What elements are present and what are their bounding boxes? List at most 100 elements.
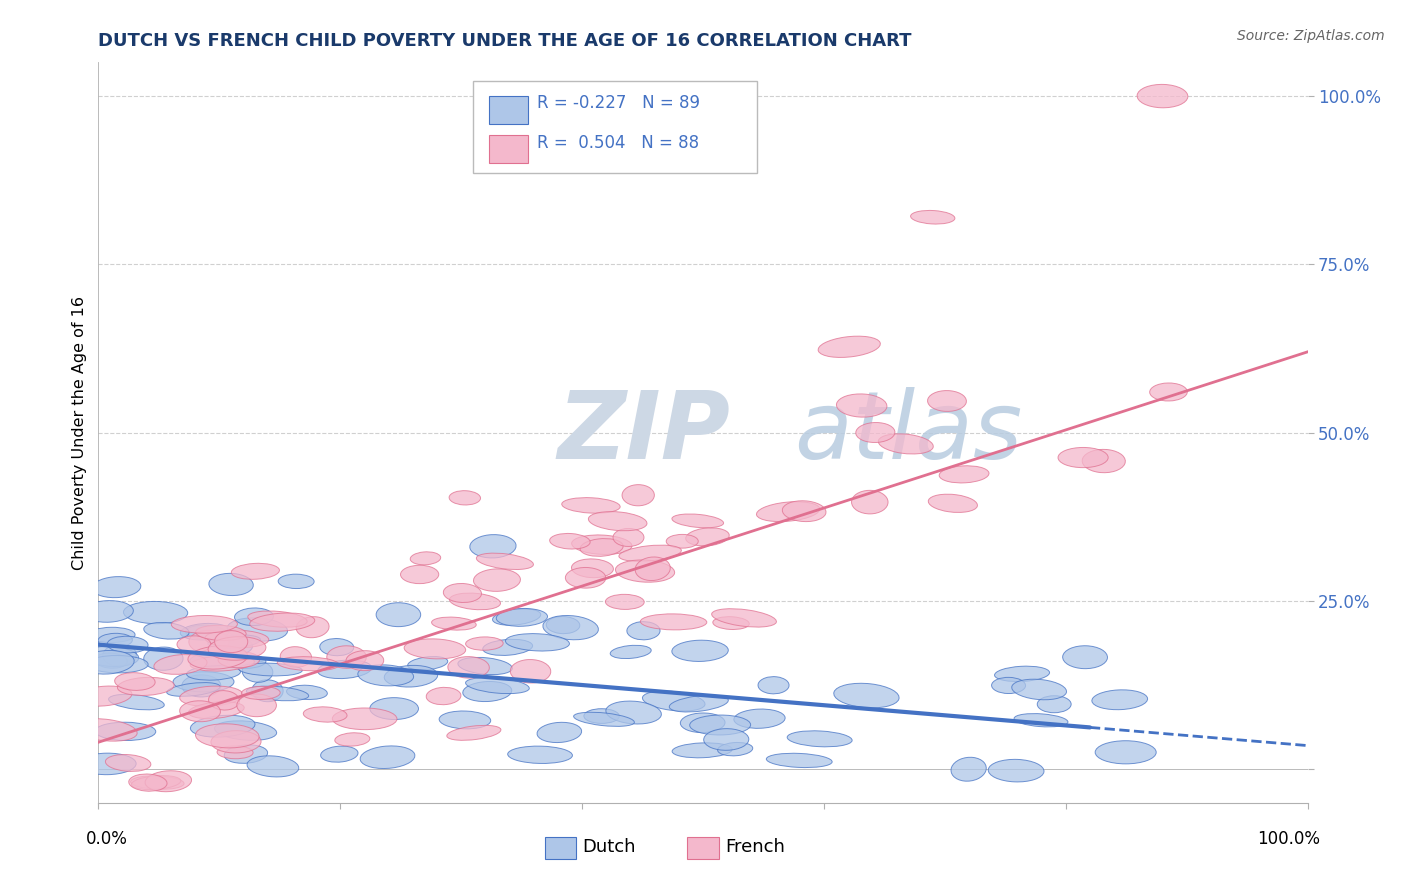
Ellipse shape bbox=[852, 491, 889, 514]
Ellipse shape bbox=[280, 647, 312, 667]
Ellipse shape bbox=[377, 603, 420, 627]
Ellipse shape bbox=[195, 723, 259, 747]
Ellipse shape bbox=[994, 666, 1049, 681]
Ellipse shape bbox=[477, 553, 533, 569]
Ellipse shape bbox=[439, 711, 491, 729]
Ellipse shape bbox=[640, 614, 707, 630]
Ellipse shape bbox=[246, 686, 309, 701]
Ellipse shape bbox=[115, 673, 155, 690]
Ellipse shape bbox=[235, 608, 273, 625]
Ellipse shape bbox=[1038, 696, 1071, 713]
Ellipse shape bbox=[672, 514, 724, 528]
Ellipse shape bbox=[172, 615, 238, 633]
Ellipse shape bbox=[690, 715, 751, 735]
Ellipse shape bbox=[188, 631, 229, 654]
FancyBboxPatch shape bbox=[544, 837, 576, 859]
Ellipse shape bbox=[318, 660, 371, 679]
Ellipse shape bbox=[297, 616, 329, 638]
Ellipse shape bbox=[547, 616, 579, 633]
Ellipse shape bbox=[278, 574, 314, 589]
Ellipse shape bbox=[581, 539, 623, 557]
Ellipse shape bbox=[449, 491, 481, 505]
Ellipse shape bbox=[619, 545, 682, 561]
Ellipse shape bbox=[565, 567, 606, 588]
Ellipse shape bbox=[426, 688, 461, 705]
Ellipse shape bbox=[188, 702, 245, 719]
Ellipse shape bbox=[180, 624, 231, 640]
Ellipse shape bbox=[94, 653, 128, 668]
Ellipse shape bbox=[496, 608, 547, 626]
Ellipse shape bbox=[1059, 448, 1108, 467]
Ellipse shape bbox=[208, 635, 260, 648]
Ellipse shape bbox=[758, 677, 789, 694]
Ellipse shape bbox=[89, 627, 135, 642]
Ellipse shape bbox=[242, 686, 280, 699]
Ellipse shape bbox=[217, 637, 253, 655]
Ellipse shape bbox=[93, 576, 141, 598]
Ellipse shape bbox=[167, 682, 221, 697]
Ellipse shape bbox=[482, 640, 533, 656]
Ellipse shape bbox=[588, 512, 647, 531]
Ellipse shape bbox=[77, 753, 136, 774]
Ellipse shape bbox=[180, 701, 221, 722]
Ellipse shape bbox=[686, 528, 730, 546]
Ellipse shape bbox=[188, 646, 247, 669]
Ellipse shape bbox=[215, 721, 277, 740]
Ellipse shape bbox=[250, 613, 315, 632]
Ellipse shape bbox=[1092, 690, 1147, 710]
Ellipse shape bbox=[1150, 383, 1187, 401]
Ellipse shape bbox=[180, 686, 243, 706]
Ellipse shape bbox=[711, 608, 776, 627]
Ellipse shape bbox=[72, 719, 138, 741]
Ellipse shape bbox=[186, 625, 226, 640]
Ellipse shape bbox=[606, 701, 661, 724]
Ellipse shape bbox=[787, 731, 852, 747]
Ellipse shape bbox=[357, 665, 413, 686]
Ellipse shape bbox=[208, 690, 239, 710]
Ellipse shape bbox=[1083, 450, 1125, 473]
Ellipse shape bbox=[636, 557, 671, 581]
Ellipse shape bbox=[131, 776, 184, 789]
Ellipse shape bbox=[103, 644, 136, 666]
Text: Dutch: Dutch bbox=[582, 838, 636, 856]
Ellipse shape bbox=[463, 681, 512, 702]
Text: R =  0.504   N = 88: R = 0.504 N = 88 bbox=[537, 134, 699, 152]
Ellipse shape bbox=[401, 566, 439, 583]
Ellipse shape bbox=[837, 394, 887, 417]
Ellipse shape bbox=[143, 647, 183, 670]
Text: DUTCH VS FRENCH CHILD POVERTY UNDER THE AGE OF 16 CORRELATION CHART: DUTCH VS FRENCH CHILD POVERTY UNDER THE … bbox=[98, 32, 912, 50]
Ellipse shape bbox=[124, 601, 188, 624]
FancyBboxPatch shape bbox=[489, 96, 527, 125]
Ellipse shape bbox=[177, 636, 211, 653]
Ellipse shape bbox=[818, 336, 880, 358]
Ellipse shape bbox=[510, 659, 551, 683]
Ellipse shape bbox=[458, 657, 512, 674]
Ellipse shape bbox=[228, 655, 266, 668]
Ellipse shape bbox=[239, 663, 302, 676]
Text: R = -0.227   N = 89: R = -0.227 N = 89 bbox=[537, 95, 700, 112]
Ellipse shape bbox=[703, 729, 749, 750]
Text: French: French bbox=[724, 838, 785, 856]
Ellipse shape bbox=[713, 616, 749, 630]
Ellipse shape bbox=[76, 686, 132, 706]
Ellipse shape bbox=[450, 593, 501, 610]
Ellipse shape bbox=[950, 757, 986, 781]
Ellipse shape bbox=[105, 755, 150, 772]
Ellipse shape bbox=[224, 745, 267, 764]
Ellipse shape bbox=[505, 633, 569, 651]
Ellipse shape bbox=[96, 723, 156, 740]
Ellipse shape bbox=[408, 657, 447, 670]
Ellipse shape bbox=[335, 732, 370, 746]
Ellipse shape bbox=[672, 640, 728, 662]
Ellipse shape bbox=[205, 630, 269, 648]
Ellipse shape bbox=[574, 712, 634, 726]
Ellipse shape bbox=[304, 706, 347, 723]
Ellipse shape bbox=[145, 771, 191, 792]
Ellipse shape bbox=[572, 535, 631, 555]
Ellipse shape bbox=[432, 617, 477, 630]
Ellipse shape bbox=[411, 552, 440, 565]
Text: 100.0%: 100.0% bbox=[1257, 830, 1320, 847]
Ellipse shape bbox=[782, 500, 825, 522]
Ellipse shape bbox=[1063, 646, 1108, 669]
Ellipse shape bbox=[449, 657, 489, 678]
